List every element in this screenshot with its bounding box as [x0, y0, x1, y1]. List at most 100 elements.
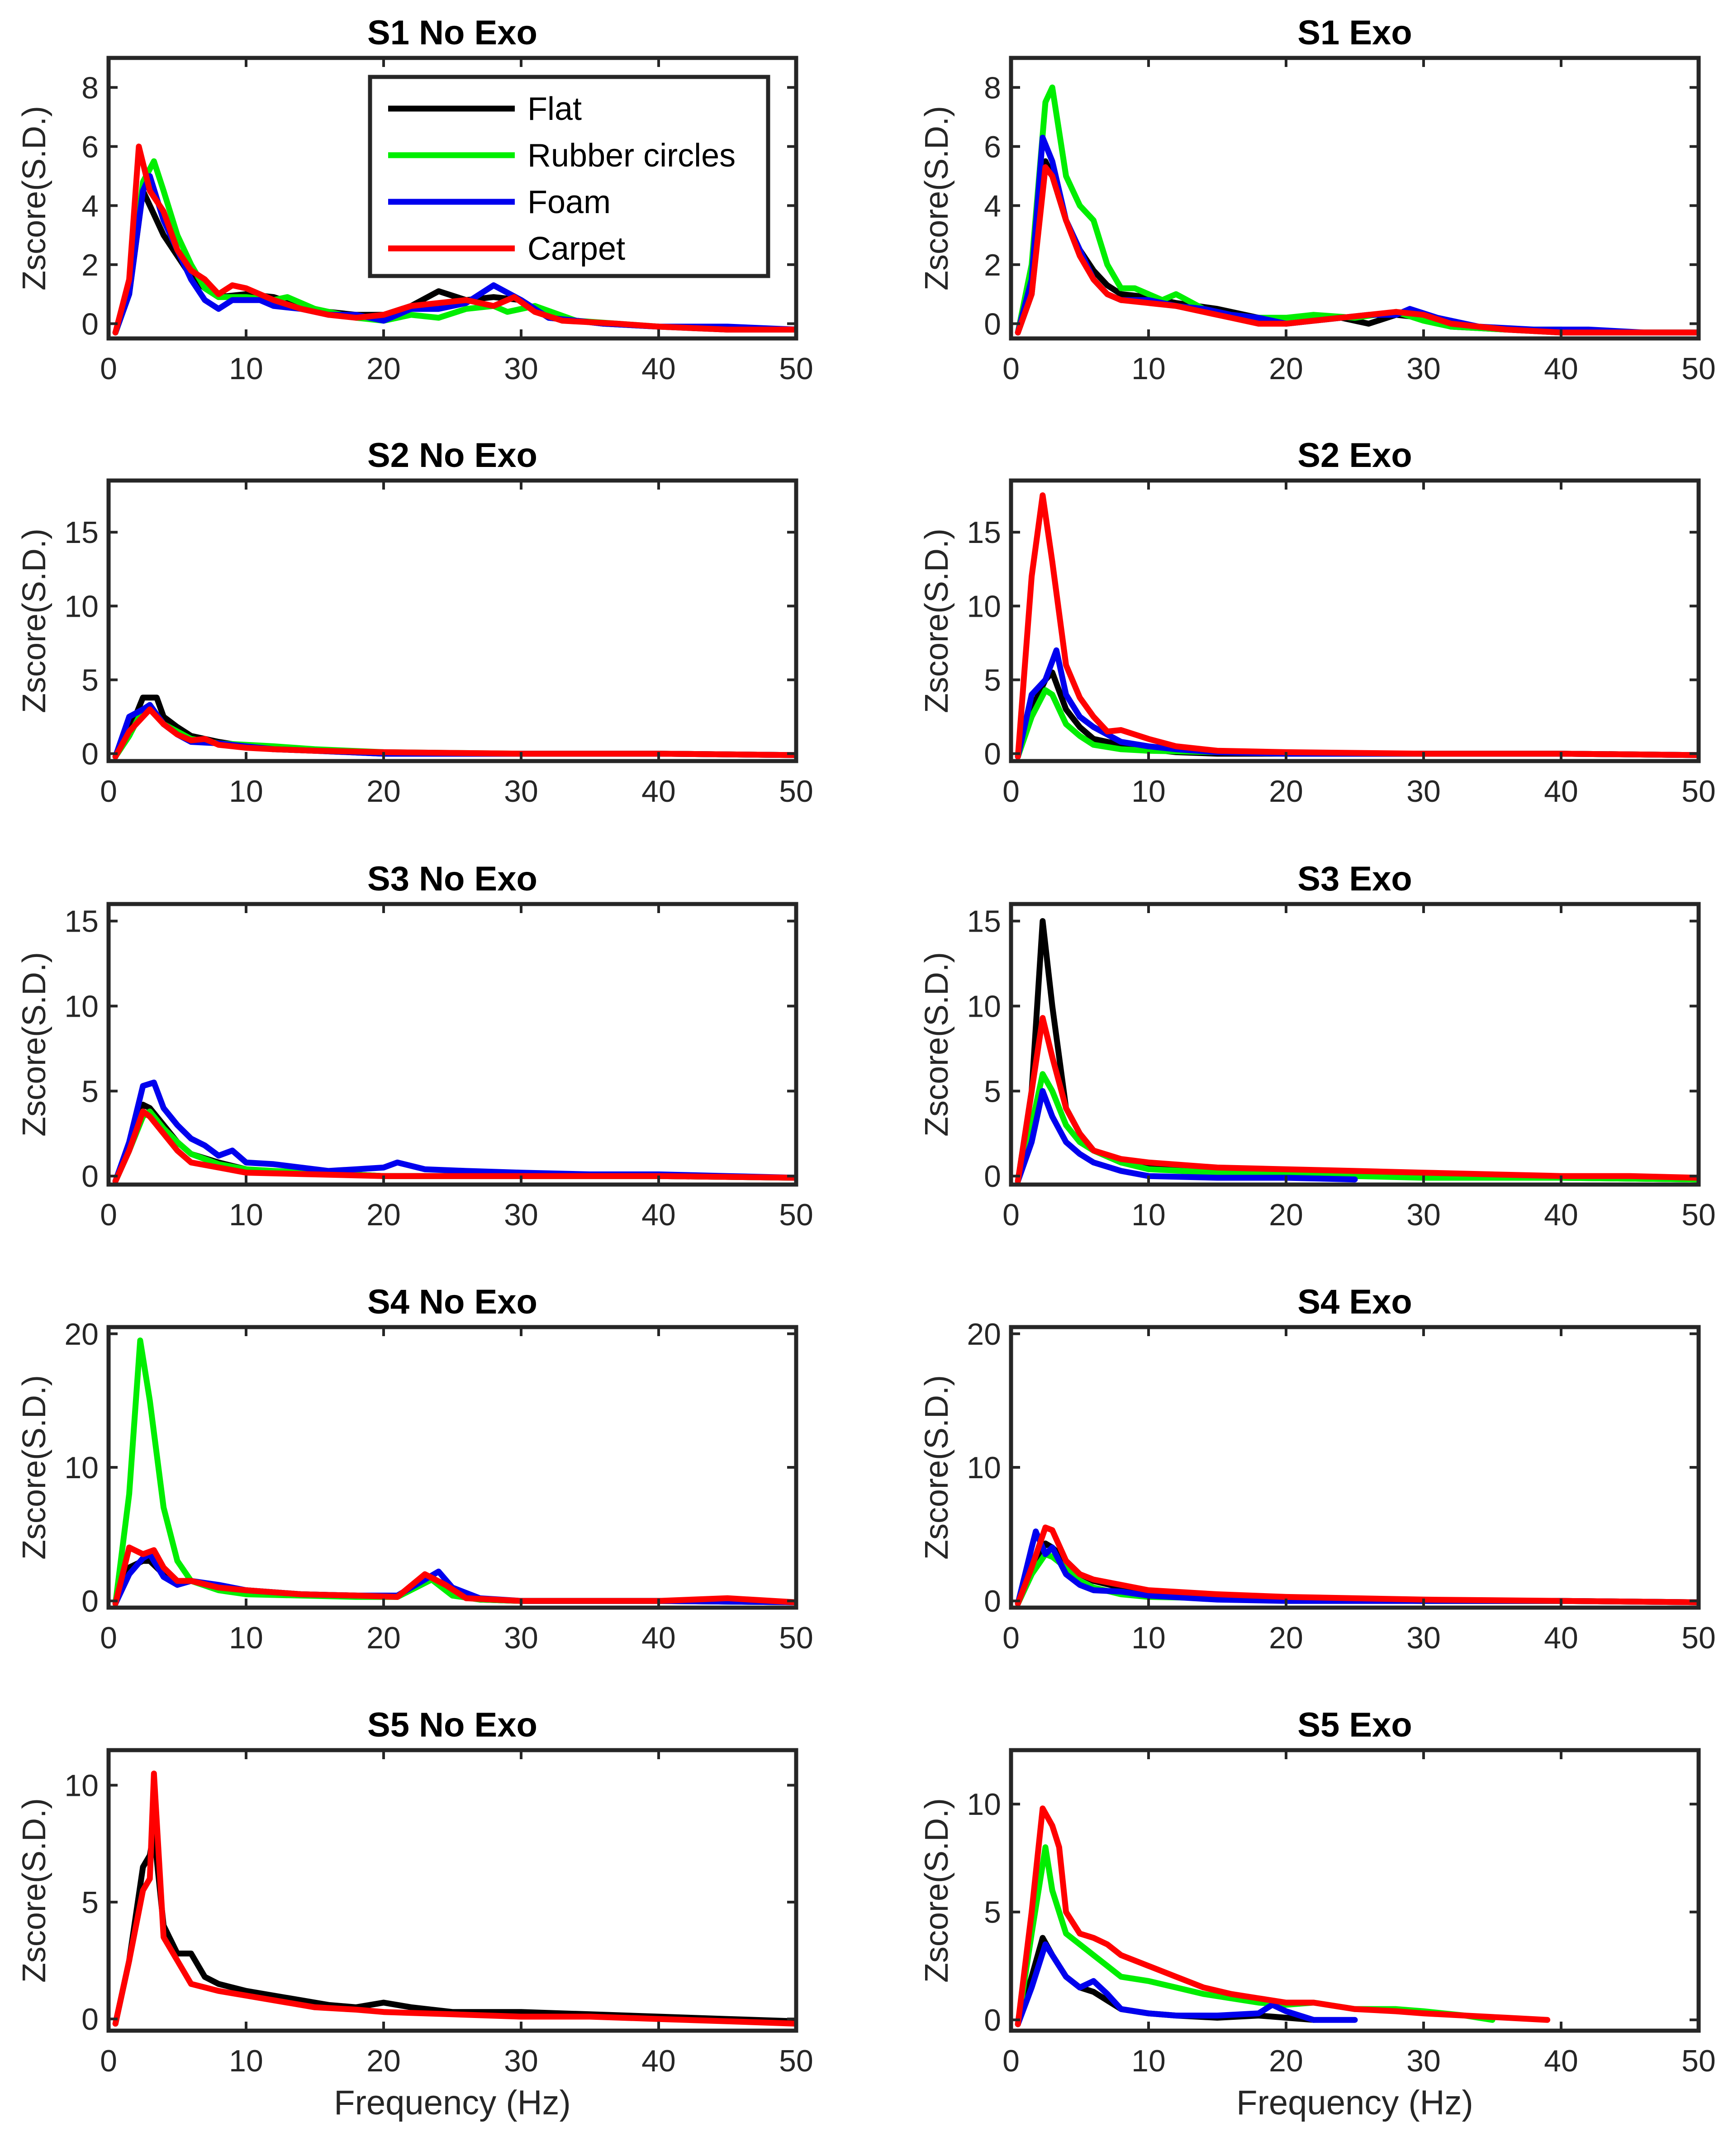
- panel-s1-no-exo-ylabel: Zscore(S.D.): [16, 106, 52, 290]
- panel-s5-exo-xlabel: Frequency (Hz): [1236, 2084, 1473, 2122]
- panel-s2-exo-ytick-label: 0: [984, 737, 1001, 771]
- panel-s1-exo-series-foam: [1015, 134, 1699, 336]
- panel-s5-exo-xtick-label: 0: [1002, 2044, 1020, 2078]
- panel-s4-exo-xtick-label: 50: [1681, 1621, 1716, 1655]
- panel-s2-exo-xtick-label: 20: [1269, 774, 1303, 809]
- panel-s3-no-exo-xtick-label: 0: [100, 1198, 117, 1232]
- panel-s5-exo-series-flat: [1015, 1935, 1317, 2027]
- panel-s1-no-exo: S1 No Exo 0 10 20 30 40 50 0 2 4 6 8 Zscore(S.D.) Fla…: [16, 14, 813, 386]
- panel-s2-exo-axes-box: [1009, 478, 1701, 763]
- panel-s2-no-exo-series-flat: [112, 695, 796, 760]
- panel-s4-no-exo-series-rubber-circles: [112, 1337, 796, 1607]
- panel-s1-exo: S1 Exo 0 10 20 30 40 50 0 2 4 6 8 Zscore(S.D.): [919, 14, 1716, 386]
- panel-s3-exo-xtick-label: 10: [1131, 1198, 1166, 1232]
- panel-s1-exo-title: S1 Exo: [1297, 14, 1412, 52]
- panel-s3-exo-ytick-label: 0: [984, 1159, 1001, 1194]
- panel-s2-no-exo-series-carpet: [112, 706, 796, 760]
- panel-s3-exo-series-foam: [1015, 1088, 1358, 1184]
- panel-s1-no-exo-axes-box: [106, 56, 798, 341]
- panel-s3-exo-xtick-label: 40: [1544, 1198, 1578, 1232]
- panel-s1-exo-ytick-label: 0: [984, 307, 1001, 341]
- panel-s2-no-exo-ytick-label: 15: [64, 515, 99, 550]
- panel-s4-no-exo-xtick-label: 30: [504, 1621, 538, 1655]
- panel-s3-exo-xtick-label: 20: [1269, 1198, 1303, 1232]
- panel-s2-exo-series-foam: [1015, 647, 1699, 760]
- panel-s1-exo-series-flat: [1015, 158, 1699, 336]
- panel-s5-no-exo-ytick-label: 5: [81, 1885, 99, 1920]
- panel-s2-exo-ylabel: Zscore(S.D.): [919, 528, 955, 713]
- panel-s3-exo-series-carpet: [1015, 1015, 1699, 1184]
- panel-s3-no-exo-xtick-label: 20: [366, 1198, 401, 1232]
- panel-s4-exo-axes-box: [1009, 1325, 1701, 1610]
- panel-s5-exo-xtick-label: 10: [1131, 2044, 1166, 2078]
- panel-s4-exo-ytick-label: 20: [967, 1317, 1001, 1352]
- panel-s5-exo-ytick-label: 0: [984, 2003, 1001, 2037]
- panel-s5-exo-ytick-label: 10: [967, 1787, 1001, 1822]
- panel-s1-no-exo-ytick-label: 0: [81, 307, 99, 341]
- panel-s4-exo-xtick-label: 40: [1544, 1621, 1578, 1655]
- panel-s2-no-exo-xtick-label: 0: [100, 774, 117, 809]
- panel-s3-no-exo-series-foam: [112, 1080, 796, 1184]
- panel-s2-exo-title: S2 Exo: [1297, 436, 1412, 475]
- panel-s1-no-exo-ytick-label: 6: [81, 130, 99, 164]
- panel-s1-exo-xtick-label: 20: [1269, 352, 1303, 386]
- panel-s2-exo-xtick-label: 10: [1131, 774, 1166, 809]
- panel-s5-exo-xtick-label: 20: [1269, 2044, 1303, 2078]
- panel-s1-exo-xtick-label: 30: [1406, 352, 1441, 386]
- panel-s2-no-exo-xtick-label: 10: [229, 774, 263, 809]
- panel-s2-no-exo-ytick-label: 5: [81, 663, 99, 698]
- panel-s5-no-exo-xtick-label: 50: [779, 2044, 813, 2078]
- panel-s1-exo-ylabel: Zscore(S.D.): [919, 106, 955, 290]
- panel-s3-no-exo-xtick-label: 30: [504, 1198, 538, 1232]
- panel-s5-exo-xtick-label: 40: [1544, 2044, 1578, 2078]
- panel-s1-no-exo-xtick-label: 10: [229, 352, 263, 386]
- panel-s1-no-exo-series-rubber-circles: [112, 158, 796, 336]
- panel-s3-no-exo-title: S3 No Exo: [367, 860, 537, 898]
- panel-s1-exo-series-carpet: [1015, 164, 1699, 336]
- panel-s3-exo-xtick-label: 0: [1002, 1198, 1020, 1232]
- panel-s3-no-exo-ytick-label: 15: [64, 904, 99, 939]
- panel-s3-exo-xtick-label: 50: [1681, 1198, 1716, 1232]
- panel-s1-no-exo-xtick-label: 40: [641, 352, 676, 386]
- panel-s3-exo-title: S3 Exo: [1297, 860, 1412, 898]
- panel-s5-no-exo: S5 No Exo 0 10 20 30 40 50 0 5 10 Zscore(S.D.) Freq…: [16, 1706, 813, 2122]
- panel-s5-no-exo-xtick-label: 10: [229, 2044, 263, 2078]
- panel-s5-exo: S5 Exo 0 10 20 30 40 50 0 5 10 Zscore(S.D.) Frequen…: [919, 1706, 1716, 2122]
- panel-s2-no-exo-title: S2 No Exo: [367, 436, 537, 475]
- panel-s4-no-exo-ylabel: Zscore(S.D.): [16, 1375, 52, 1560]
- panel-s1-no-exo-xtick-label: 30: [504, 352, 538, 386]
- legend: Flat Rubber circles Foam Carpet: [368, 75, 770, 278]
- panel-s4-no-exo-title: S4 No Exo: [367, 1283, 537, 1321]
- panel-s5-no-exo-ytick-label: 0: [81, 2002, 99, 2037]
- panel-s5-no-exo-xtick-label: 30: [504, 2044, 538, 2078]
- panel-s3-no-exo-ytick-label: 10: [64, 989, 99, 1023]
- panel-s1-exo-xtick-label: 40: [1544, 352, 1578, 386]
- panel-s2-no-exo-axes-box: [106, 478, 798, 763]
- panel-s5-no-exo-title: S5 No Exo: [367, 1706, 537, 1744]
- panel-s3-exo-ytick-label: 15: [967, 904, 1001, 939]
- panel-s4-no-exo-axes-box: [106, 1325, 798, 1610]
- panel-s5-exo-title: S5 Exo: [1297, 1706, 1412, 1744]
- panel-s1-exo-xtick-label: 0: [1002, 352, 1020, 386]
- panel-s1-no-exo-xtick-label: 50: [779, 352, 813, 386]
- panel-s5-exo-xtick-label: 50: [1681, 2044, 1716, 2078]
- legend-label-carpet: Carpet: [527, 231, 625, 267]
- panel-s1-exo-ytick-label: 2: [984, 248, 1001, 282]
- panel-s5-no-exo-series-flat: [112, 1829, 796, 2027]
- panel-s2-no-exo: S2 No Exo 0 10 20 30 40 50 0 5 10 15 Zscore(S.D.): [16, 436, 813, 809]
- panel-s2-exo-xtick-label: 40: [1544, 774, 1578, 809]
- panel-s1-exo-xtick-label: 10: [1131, 352, 1166, 386]
- panel-s1-no-exo-title: S1 No Exo: [367, 14, 537, 52]
- panel-s3-no-exo-ytick-label: 0: [81, 1159, 99, 1194]
- panel-s3-exo-axes-box: [1009, 902, 1701, 1187]
- panel-s2-exo: S2 Exo 0 10 20 30 40 50 0 5 10 15 Zscore(S.D.): [919, 436, 1716, 809]
- panel-s3-exo: S3 Exo 0 10 20 30 40 50 0 5 10 15 Zscore(S.D.): [919, 860, 1716, 1232]
- panel-s4-exo: S4 Exo 0 10 20 30 40 50 0 10 20 Zscore(S.D.): [919, 1283, 1716, 1655]
- legend-label-rubber-circles: Rubber circles: [527, 138, 736, 174]
- panel-s1-exo-ytick-label: 8: [984, 71, 1001, 105]
- panel-s4-exo-ylabel: Zscore(S.D.): [919, 1375, 955, 1560]
- panel-s2-no-exo-ylabel: Zscore(S.D.): [16, 528, 52, 713]
- panel-s2-exo-xtick-label: 0: [1002, 774, 1020, 809]
- panel-s3-exo-series-flat: [1015, 918, 1699, 1184]
